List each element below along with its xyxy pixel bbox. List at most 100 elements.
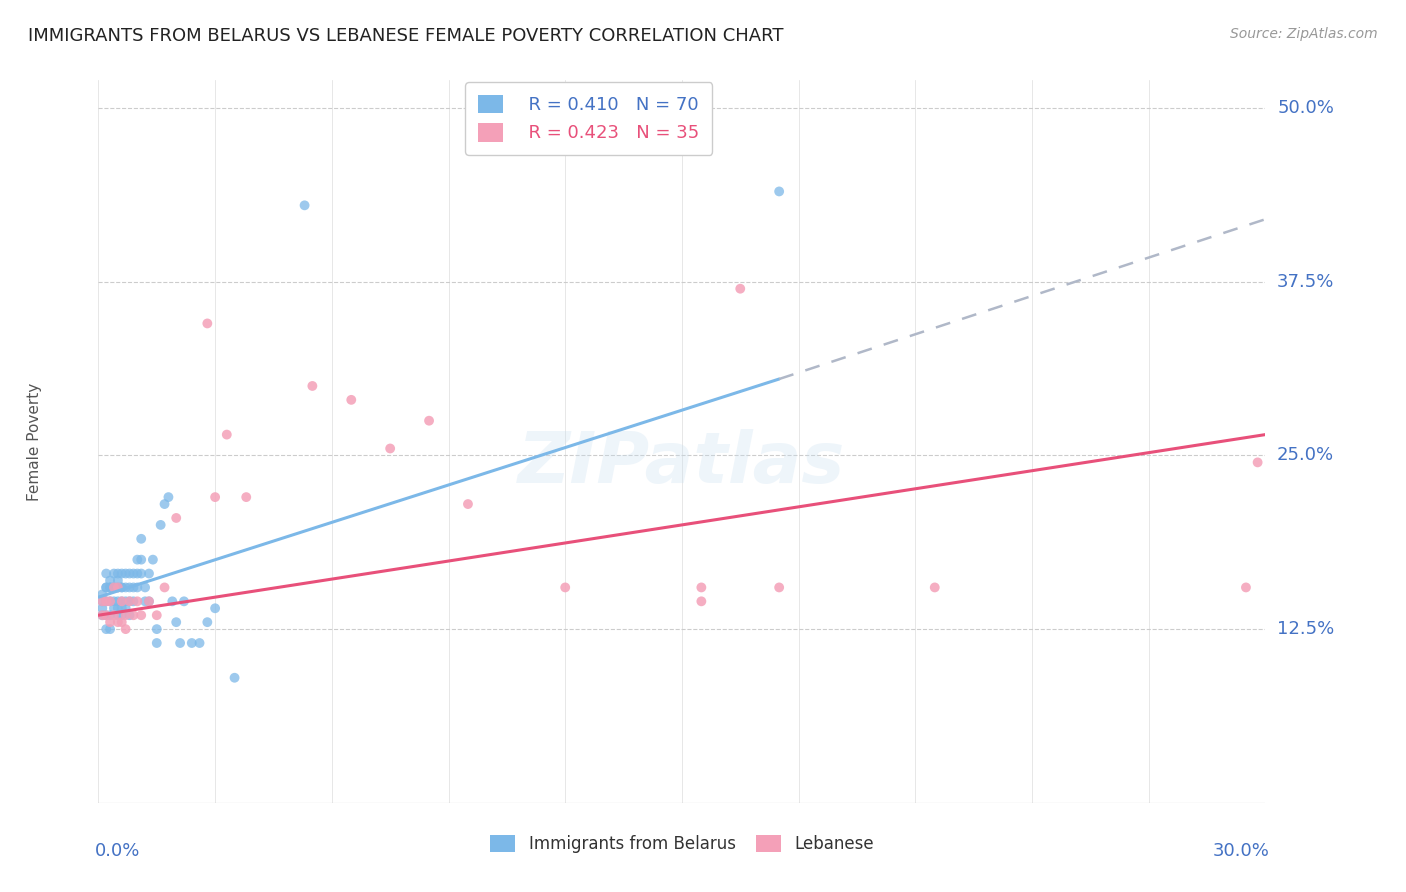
Point	[142, 552, 165, 566]
Point	[107, 608, 129, 623]
Point	[111, 594, 134, 608]
Point	[103, 594, 125, 608]
Legend: Immigrants from Belarus, Lebanese: Immigrants from Belarus, Lebanese	[484, 828, 880, 860]
Point	[188, 636, 211, 650]
Point	[690, 581, 713, 595]
Point	[153, 497, 176, 511]
Point	[98, 594, 121, 608]
Point	[91, 587, 114, 601]
Point	[122, 566, 145, 581]
Text: IMMIGRANTS FROM BELARUS VS LEBANESE FEMALE POVERTY CORRELATION CHART: IMMIGRANTS FROM BELARUS VS LEBANESE FEMA…	[28, 27, 783, 45]
Point	[149, 517, 172, 532]
Point	[96, 608, 118, 623]
Point	[96, 608, 118, 623]
Point	[129, 608, 152, 623]
Point	[195, 615, 218, 630]
Point	[118, 594, 141, 608]
Point	[103, 581, 125, 595]
Point	[146, 608, 169, 623]
Point	[111, 581, 134, 595]
Point	[96, 594, 118, 608]
Point	[380, 442, 402, 456]
Text: 30.0%: 30.0%	[1212, 842, 1270, 860]
Point	[103, 581, 125, 595]
Point	[114, 608, 136, 623]
Point	[114, 566, 136, 581]
Text: 0.0%: 0.0%	[94, 842, 141, 860]
Point	[180, 636, 202, 650]
Point	[111, 601, 134, 615]
Point	[129, 566, 152, 581]
Point	[98, 581, 121, 595]
Point	[107, 574, 129, 588]
Point	[457, 497, 479, 511]
Point	[127, 581, 149, 595]
Point	[138, 566, 160, 581]
Point	[118, 566, 141, 581]
Point	[103, 608, 125, 623]
Point	[146, 622, 169, 636]
Point	[146, 636, 169, 650]
Point	[134, 594, 156, 608]
Point	[301, 379, 323, 393]
Point	[118, 608, 141, 623]
Point	[122, 594, 145, 608]
Point	[162, 594, 184, 608]
Point	[924, 581, 946, 595]
Point	[111, 594, 134, 608]
Text: 50.0%: 50.0%	[1277, 99, 1334, 117]
Point	[96, 581, 118, 595]
Point	[91, 608, 114, 623]
Point	[107, 581, 129, 595]
Point	[690, 594, 713, 608]
Point	[111, 581, 134, 595]
Point	[96, 594, 118, 608]
Point	[103, 581, 125, 595]
Point	[107, 615, 129, 630]
Point	[114, 581, 136, 595]
Point	[114, 622, 136, 636]
Point	[204, 601, 226, 615]
Point	[224, 671, 246, 685]
Text: Source: ZipAtlas.com: Source: ZipAtlas.com	[1230, 27, 1378, 41]
Point	[294, 198, 316, 212]
Point	[118, 594, 141, 608]
Point	[195, 317, 218, 331]
Point	[340, 392, 363, 407]
Point	[1246, 455, 1268, 469]
Point	[111, 566, 134, 581]
Point	[138, 594, 160, 608]
Point	[107, 566, 129, 581]
Point	[134, 581, 156, 595]
Point	[118, 581, 141, 595]
Point	[107, 581, 129, 595]
Point	[114, 601, 136, 615]
Point	[169, 636, 191, 650]
Point	[96, 581, 118, 595]
Point	[98, 615, 121, 630]
Point	[111, 608, 134, 623]
Point	[165, 511, 187, 525]
Point	[204, 490, 226, 504]
Point	[122, 581, 145, 595]
Point	[122, 608, 145, 623]
Point	[103, 601, 125, 615]
Point	[91, 594, 114, 608]
Point	[1234, 581, 1257, 595]
Point	[127, 594, 149, 608]
Point	[114, 594, 136, 608]
Point	[235, 490, 257, 504]
Point	[98, 574, 121, 588]
Point	[127, 552, 149, 566]
Point	[96, 622, 118, 636]
Point	[768, 581, 790, 595]
Point	[98, 622, 121, 636]
Point	[91, 594, 114, 608]
Point	[554, 581, 576, 595]
Point	[768, 185, 790, 199]
Point	[96, 566, 118, 581]
Point	[98, 608, 121, 623]
Point	[129, 552, 152, 566]
Point	[98, 581, 121, 595]
Point	[153, 581, 176, 595]
